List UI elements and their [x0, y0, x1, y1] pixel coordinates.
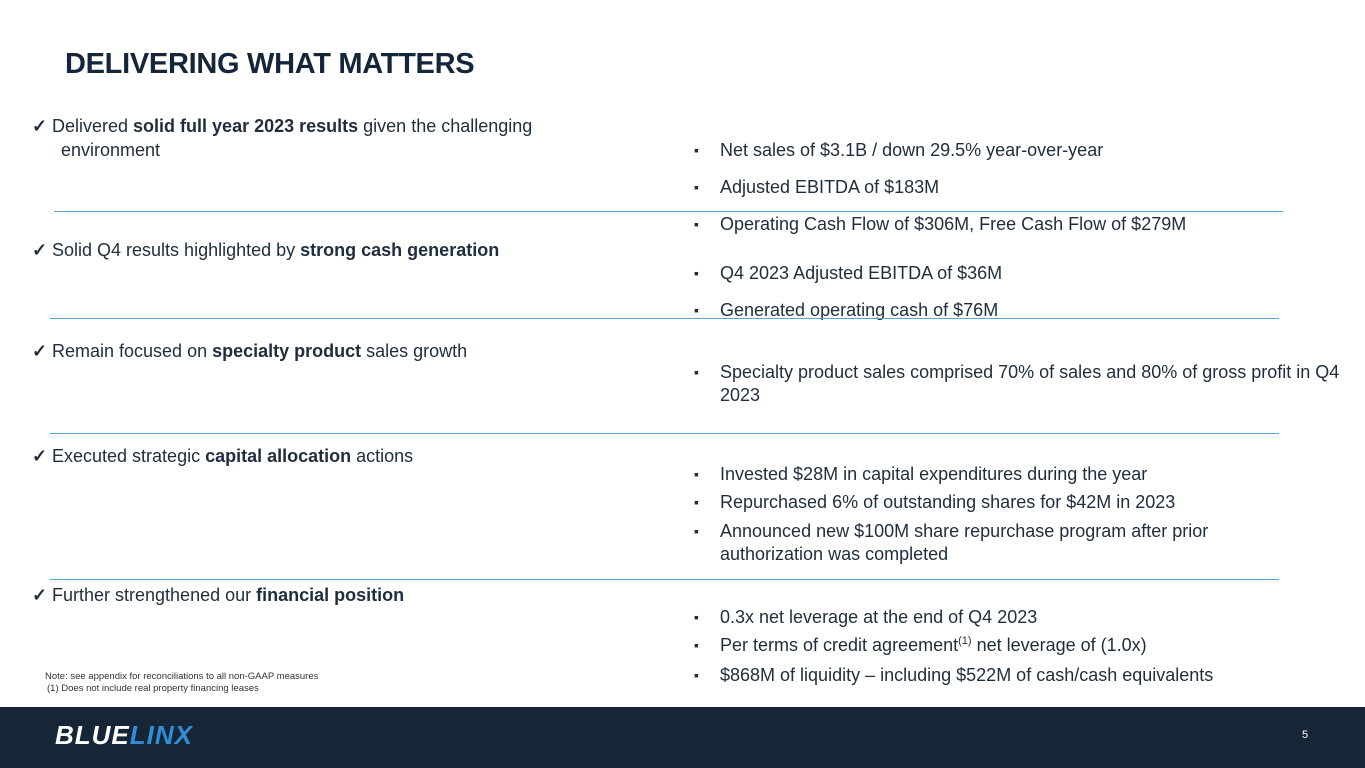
highlight-bold: solid full year 2023 results [133, 116, 359, 136]
highlight-text: Executed strategic [52, 446, 206, 466]
highlight-continuation: environment [61, 140, 161, 160]
highlight-text: sales growth [361, 341, 468, 361]
slide-title: DELIVERING WHAT MATTERS [65, 48, 475, 80]
bullet-repurchase-program: ▪ Announced new $100M share repurchase pr… [694, 521, 1209, 564]
check-icon: ✓ [32, 116, 48, 136]
bullet-icon: ▪ [694, 265, 699, 281]
highlight-text: Further strengthened our [52, 585, 257, 605]
bullet-repurchased: ▪ Repurchased 6% of outstanding shares fo… [694, 492, 1176, 512]
bullet-text: Per terms of credit agreement [720, 635, 959, 655]
highlight-capital-allocation: ✓ Executed strategic capital allocation a… [32, 444, 413, 468]
highlight-text: actions [351, 446, 414, 466]
check-icon: ✓ [32, 341, 48, 361]
highlight-bold: financial position [256, 585, 405, 605]
bullet-icon: ▪ [694, 523, 699, 539]
footnotes: Note: see appendix for reconciliations t… [45, 671, 318, 695]
bullet-icon: ▪ [694, 142, 699, 158]
bullet-icon: ▪ [694, 179, 699, 195]
highlight-financial-position: ✓ Further strengthened our financial posi… [32, 583, 404, 607]
bullet-icon: ▪ [694, 302, 699, 318]
separator-line [50, 579, 1279, 580]
bullet-icon: ▪ [694, 609, 699, 625]
highlight-bold: specialty product [212, 341, 362, 361]
separator-line [50, 433, 1279, 434]
bullet-cash-flow: ▪ Operating Cash Flow of $306M, Free Cash… [694, 214, 1187, 234]
page-number: 5 [1302, 729, 1309, 741]
highlight-text: Remain focused on [52, 341, 213, 361]
highlight-full-year: ✓ Delivered solid full year 2023 results … [32, 114, 532, 138]
highlight-text: Solid Q4 results highlighted by [52, 240, 301, 260]
highlight-q4-results: ✓ Solid Q4 results highlighted by strong … [32, 238, 499, 262]
bullet-net-sales: ▪ Net sales of $3.1B / down 29.5% year-ov… [694, 140, 1104, 160]
bullet-icon: ▪ [694, 494, 699, 510]
separator-line [54, 211, 1283, 212]
check-icon: ✓ [32, 446, 48, 466]
bullet-text: net leverage of (1.0x) [971, 635, 1147, 655]
highlight-text: Delivered [52, 116, 134, 136]
bullet-net-leverage: ▪ 0.3x net leverage at the end of Q4 2023 [694, 607, 1038, 627]
bullet-adjusted-ebitda: ▪ Adjusted EBITDA of $183M [694, 177, 940, 197]
bullet-capex: ▪ Invested $28M in capital expenditures d… [694, 464, 1148, 484]
bullet-icon: ▪ [694, 216, 699, 232]
check-icon: ✓ [32, 585, 48, 605]
footnote-marker: (1) [958, 635, 972, 647]
bullet-liquidity: ▪ $868M of liquidity – including $522M of… [694, 665, 1214, 685]
footnote-non-gaap: Note: see appendix for reconciliations t… [45, 671, 319, 682]
bullet-icon: ▪ [694, 637, 699, 653]
check-icon: ✓ [32, 240, 48, 260]
footer-bar [0, 707, 1365, 768]
bullet-icon: ▪ [694, 364, 699, 380]
bullet-icon: ▪ [694, 667, 699, 683]
bluelinx-logo: BLUELINX [55, 720, 194, 750]
footnote-1: (1) Does not include real property finan… [47, 683, 259, 694]
highlight-bold: capital allocation [205, 446, 352, 466]
highlight-specialty: ✓ Remain focused on specialty product sal… [32, 339, 467, 363]
bullet-specialty-sales: ▪ Specialty product sales comprised 70% o… [694, 362, 1340, 405]
bullet-operating-cash: ▪ Generated operating cash of $76M [694, 300, 999, 320]
bullet-q4-ebitda: ▪ Q4 2023 Adjusted EBITDA of $36M [694, 263, 1003, 283]
highlight-bold: strong cash generation [300, 240, 500, 260]
bullet-icon: ▪ [694, 466, 699, 482]
bullet-credit-agreement: ▪ Per terms of credit agreement(1) net le… [694, 634, 1344, 657]
separator-line [50, 318, 1279, 319]
highlight-text: given the challenging [358, 116, 533, 136]
